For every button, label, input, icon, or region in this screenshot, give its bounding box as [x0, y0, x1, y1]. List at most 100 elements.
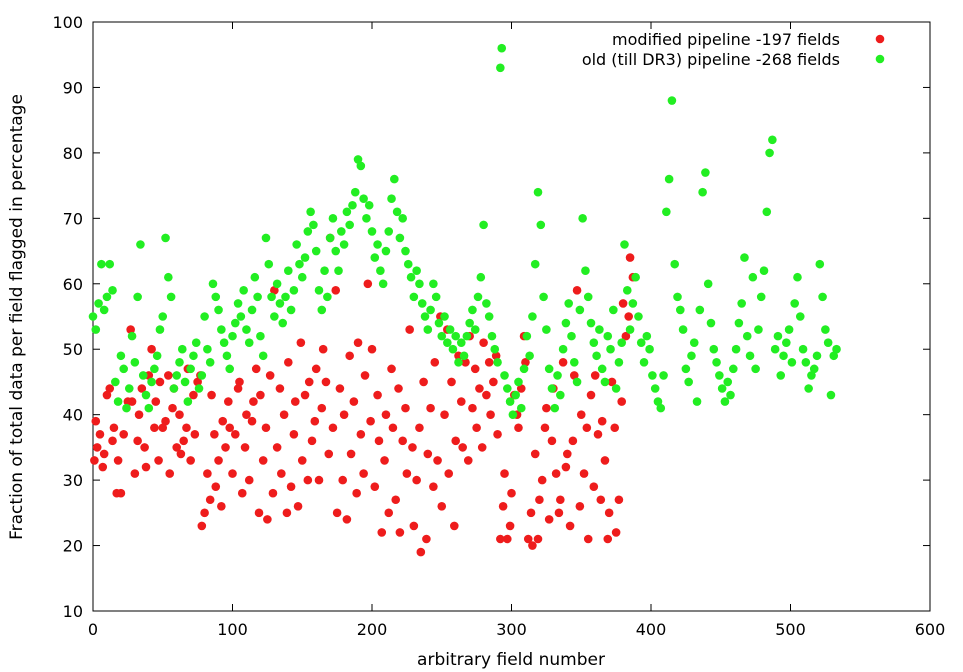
data-point [523, 534, 533, 544]
data-point [292, 240, 301, 249]
data-point [293, 501, 303, 511]
data-point [564, 299, 573, 308]
data-point [498, 501, 508, 511]
data-point [387, 194, 396, 203]
data-point [451, 331, 461, 341]
data-point [175, 410, 184, 419]
data-point [493, 430, 502, 439]
data-point [443, 338, 452, 347]
data-point [102, 292, 112, 302]
data-point [489, 377, 498, 387]
data-point [279, 410, 289, 419]
data-point [592, 351, 601, 361]
data-point [363, 279, 373, 289]
data-point [282, 508, 292, 518]
y-tick-label: 40 [63, 406, 83, 425]
data-point [345, 351, 354, 361]
data-point [628, 299, 638, 308]
data-point [408, 443, 417, 452]
data-point [230, 430, 240, 439]
data-point [476, 272, 486, 282]
data-point [565, 521, 575, 531]
data-point [479, 220, 488, 230]
data-point [390, 174, 399, 184]
data-point [754, 325, 763, 334]
data-point [88, 312, 98, 321]
data-point [544, 515, 554, 524]
data-point [90, 456, 99, 465]
data-point [314, 475, 324, 485]
data-point [500, 469, 509, 478]
series-2 [88, 43, 841, 419]
data-point [472, 423, 481, 433]
data-point [275, 299, 285, 308]
data-point [420, 312, 430, 321]
data-point [203, 469, 212, 478]
data-point [161, 416, 170, 426]
data-point [189, 351, 198, 361]
data-point [307, 436, 317, 446]
data-point [756, 292, 766, 302]
data-point [776, 371, 786, 380]
data-point [491, 351, 501, 361]
data-point [124, 384, 134, 393]
data-point [526, 508, 536, 518]
data-point [603, 534, 613, 544]
data-point [618, 299, 628, 308]
data-point [161, 233, 170, 243]
data-point [751, 364, 760, 374]
data-point [200, 312, 209, 321]
data-point [664, 174, 674, 184]
data-point [508, 410, 518, 419]
data-point [765, 148, 774, 158]
data-point [617, 397, 627, 406]
data-point [415, 423, 424, 433]
data-point [402, 469, 412, 478]
data-point [782, 338, 791, 347]
data-point [507, 488, 516, 498]
data-point [391, 495, 401, 505]
x-tick-label: 600 [915, 620, 946, 639]
data-point [547, 384, 557, 393]
data-point [270, 312, 279, 321]
series-1 [90, 233, 638, 557]
data-point [113, 397, 123, 406]
data-point [812, 351, 822, 361]
data-point [295, 259, 304, 269]
data-point [709, 344, 719, 354]
data-point [378, 279, 388, 289]
data-point [748, 272, 758, 282]
data-point [444, 469, 454, 478]
data-point [395, 233, 405, 243]
data-point [622, 286, 632, 295]
data-point [317, 305, 327, 315]
data-point [177, 344, 187, 354]
data-point [687, 351, 696, 361]
data-point [381, 410, 391, 419]
data-point [415, 279, 424, 289]
data-point [569, 358, 579, 367]
data-point [339, 410, 349, 419]
data-point [430, 358, 440, 367]
data-point [233, 384, 243, 393]
data-point [214, 305, 223, 315]
data-point [105, 259, 115, 269]
data-point [134, 410, 144, 419]
data-point [634, 312, 643, 321]
data-point [607, 377, 617, 387]
data-point [482, 390, 491, 400]
data-point [477, 443, 487, 452]
data-point [556, 495, 565, 505]
data-point [447, 377, 456, 387]
data-point [768, 135, 777, 145]
data-point [625, 253, 635, 262]
data-point [586, 390, 596, 400]
data-point [482, 299, 491, 308]
data-point [597, 364, 607, 374]
data-point [431, 292, 441, 302]
data-point [454, 358, 463, 367]
data-point [373, 390, 382, 400]
data-point [349, 397, 359, 406]
legend-marker [875, 54, 885, 64]
data-point [804, 384, 813, 393]
